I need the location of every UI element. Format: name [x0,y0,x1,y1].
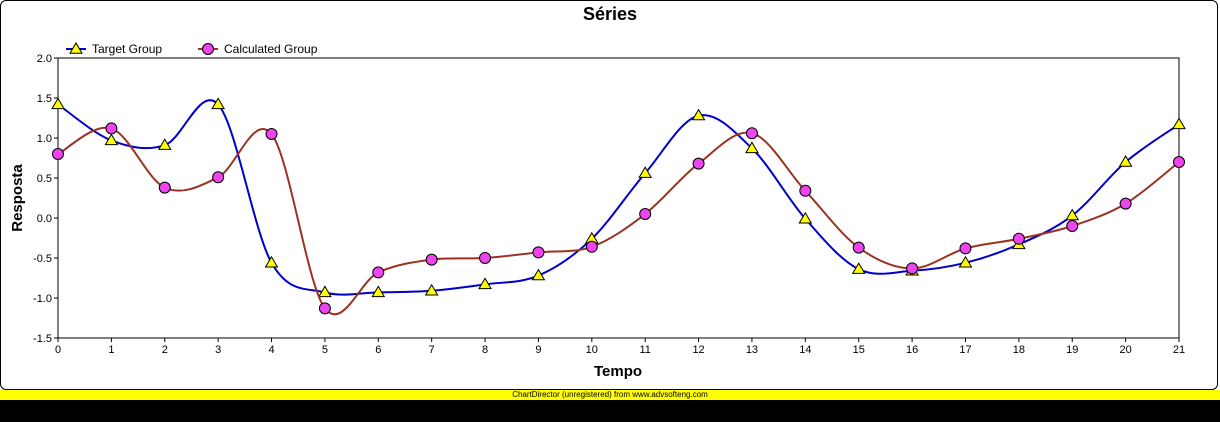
data-point-circle [318,302,331,315]
y-tick-label: 0.0 [37,213,52,225]
y-tick-label: -1.0 [33,293,52,305]
y-tick-label: 0.5 [37,173,52,185]
x-tick-label: 7 [429,344,435,356]
data-point-circle [105,122,118,135]
x-tick-label: 13 [746,344,758,356]
data-point-circle [1066,220,1079,232]
series-line [57,126,1180,316]
x-tick-label: 14 [799,344,811,356]
data-point-circle [1012,232,1025,245]
y-tick-label: 2.0 [37,53,52,65]
data-point-circle [692,157,705,170]
x-tick-label: 15 [853,344,865,356]
data-point-triangle [318,285,332,298]
data-point-triangle [851,262,866,274]
data-point-circle [212,171,225,184]
y-axis: -1.5 -1.0 -0.5 0.0 0.5 1.0 1.5 2.0 [33,53,58,345]
data-point-triangle [958,255,973,268]
data-point-triangle [1065,208,1080,221]
data-point-circle [532,246,545,259]
watermark-banner: ChartDirector (unregistered) from www.ad… [0,390,1220,400]
x-tick-label: 10 [586,344,598,356]
data-point-circle [585,240,598,253]
data-point-circle [479,252,492,264]
x-tick-label: 0 [55,344,61,356]
chart-title: Séries [583,4,637,24]
data-point-triangle [104,133,119,146]
data-point-triangle [478,277,492,290]
data-point-circle [372,266,385,279]
data-point-circle [852,241,865,254]
data-point-triangle [211,97,226,110]
legend-marker [69,42,83,54]
x-tick-label: 19 [1066,344,1078,356]
series-2 [52,122,1185,316]
x-tick-label: 21 [1173,344,1185,356]
x-tick-label: 17 [959,344,971,356]
legend-item: Target Group [66,42,162,56]
x-tick-label: 20 [1119,344,1131,356]
plot-area [57,57,1180,339]
x-tick-label: 6 [375,344,381,356]
x-tick-label: 3 [215,344,221,356]
legend: Target Group Calculated Group [66,42,318,56]
data-point-circle [1173,156,1185,168]
y-tick-label: 1.5 [37,93,52,105]
data-point-triangle [798,211,813,224]
x-tick-label: 12 [692,344,704,356]
data-point-circle [745,127,758,140]
data-point-triangle [371,285,386,298]
line-chart: Séries Tempo Resposta 0 1 2 3 4 5 6 7 8 9 10 11 12 13… [9,4,1186,380]
legend-marker [202,43,214,55]
data-point-triangle [638,166,653,178]
data-point-triangle [51,97,65,110]
series-1 [51,97,1186,298]
y-tick-label: 1.0 [37,133,52,145]
data-point-triangle [264,255,279,268]
x-tick-label: 9 [535,344,541,356]
legend-label: Target Group [92,42,162,56]
x-tick-label: 16 [906,344,918,356]
data-point-triangle [531,268,546,281]
x-tick-label: 8 [482,344,488,356]
data-point-triangle [1172,117,1186,130]
data-point-circle [799,184,812,197]
data-point-circle [639,208,652,220]
data-point-circle [52,148,64,160]
series-layer [51,97,1186,316]
data-point-triangle [691,108,706,121]
y-axis-title: Resposta [9,164,26,232]
y-tick-label: -1.5 [33,333,52,345]
data-point-circle [906,262,919,275]
x-tick-label: 18 [1013,344,1025,356]
chart-frame [0,0,1218,390]
bottom-bar [0,400,1220,422]
data-point-circle [1119,197,1132,210]
x-tick-label: 4 [268,344,274,356]
x-tick-label: 5 [322,344,328,356]
x-tick-label: 1 [108,344,114,356]
data-point-circle [265,128,278,140]
data-point-circle [959,242,972,255]
legend-label: Calculated Group [224,42,318,56]
data-point-triangle [157,138,172,150]
data-point-circle [425,253,438,266]
x-axis-title: Tempo [594,363,642,380]
x-tick-label: 11 [639,344,650,356]
data-point-triangle [424,283,439,296]
legend-item: Calculated Group [198,42,318,56]
data-point-triangle [1118,155,1133,167]
x-axis: 0 1 2 3 4 5 6 7 8 9 10 11 12 13 14 15 16 17 18 19 20 21 [55,338,1185,356]
data-point-triangle [745,141,759,154]
y-tick-label: -0.5 [33,253,52,265]
x-tick-label: 2 [162,344,168,356]
data-point-circle [158,181,171,194]
series-line [57,99,1180,296]
